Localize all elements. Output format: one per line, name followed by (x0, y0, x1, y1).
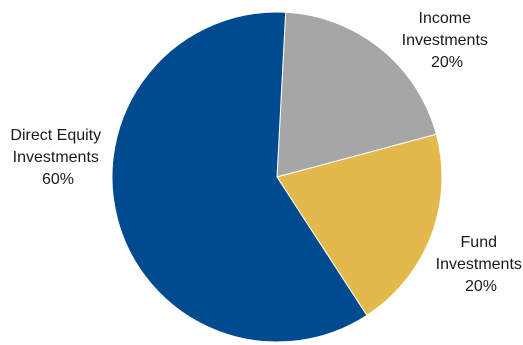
slice-fund-investments (276, 133, 443, 317)
label-direct-equity-investments: Direct Equity Investments 60% (10, 127, 105, 188)
slice-income-investments (276, 11, 437, 178)
label-fund-investments: Fund Investments 20% (436, 234, 523, 295)
pie-slices (111, 11, 443, 343)
label-income-investments: Income Investments 20% (402, 10, 493, 71)
slice-direct-equity-investments (111, 11, 368, 343)
